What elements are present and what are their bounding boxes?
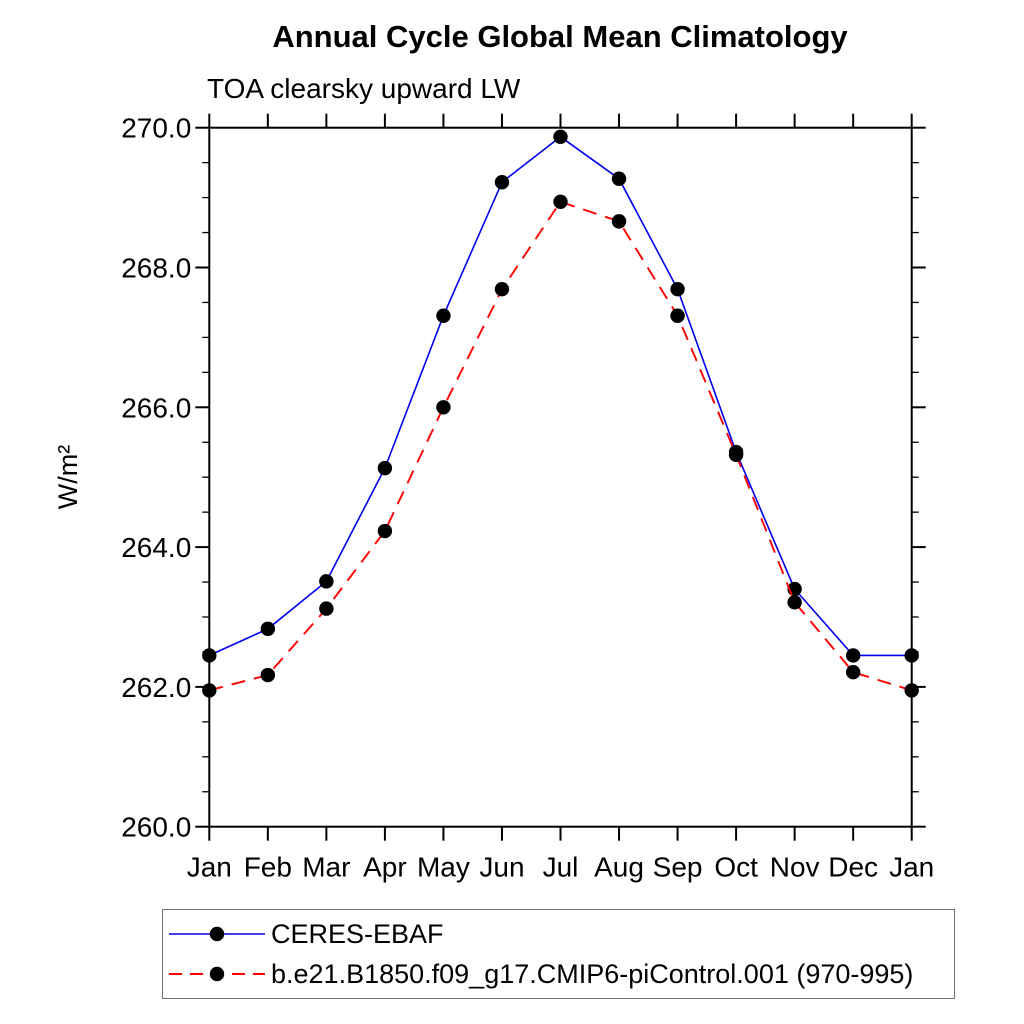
data-point bbox=[260, 621, 276, 637]
data-point bbox=[611, 214, 627, 229]
data-point bbox=[845, 648, 861, 663]
series-line-1 bbox=[209, 200, 912, 692]
x-tick-label: Feb bbox=[244, 852, 292, 883]
legend-item: CERES-EBAF bbox=[163, 914, 954, 954]
x-tick-label: Apr bbox=[363, 852, 407, 883]
data-point bbox=[319, 601, 334, 616]
legend-label: b.e21.B1850.f09_g17.CMIP6-piControl.001 … bbox=[271, 958, 914, 989]
x-tick-label: Jan bbox=[187, 852, 232, 883]
data-point bbox=[436, 400, 451, 415]
data-point bbox=[319, 574, 334, 589]
y-tick-label: 262.0 bbox=[121, 672, 191, 703]
y-tick-label: 268.0 bbox=[121, 253, 191, 284]
data-point bbox=[611, 171, 627, 186]
plot-layer: 260.0 262.0 264.0 266.0 268.0 270.0 Jan Feb Mar A… bbox=[121, 113, 934, 883]
y-tick-label: 270.0 bbox=[121, 113, 191, 144]
y-tick-label: 266.0 bbox=[121, 392, 191, 423]
data-point bbox=[553, 194, 568, 209]
x-tick-label: Oct bbox=[714, 852, 758, 883]
data-point bbox=[260, 667, 276, 683]
plot-frame bbox=[208, 126, 913, 828]
data-point bbox=[377, 523, 393, 539]
y-tick-label: 260.0 bbox=[121, 812, 191, 843]
data-point bbox=[904, 648, 919, 663]
x-tick-label: Mar bbox=[302, 852, 350, 883]
data-point bbox=[377, 460, 393, 476]
legend-marker-dot bbox=[209, 926, 225, 942]
data-point bbox=[494, 175, 510, 190]
x-tick-label: Jul bbox=[543, 852, 579, 883]
data-point bbox=[553, 129, 568, 144]
data-point bbox=[202, 648, 217, 663]
legend-label: CERES-EBAF bbox=[271, 918, 444, 949]
legend: CERES-EBAF b.e21.B1850.f09_g17.CMIP6-piCo… bbox=[162, 909, 955, 999]
data-point bbox=[904, 683, 919, 698]
y-axis-label: W/m² bbox=[53, 445, 83, 509]
y-tick-label: 264.0 bbox=[121, 532, 191, 563]
x-tick-label: Sep bbox=[653, 852, 703, 883]
data-point bbox=[436, 308, 451, 323]
x-tick-label: Jan bbox=[889, 852, 934, 883]
x-tick-label: Dec bbox=[828, 852, 878, 883]
x-tick-label: Jun bbox=[479, 852, 524, 883]
data-point bbox=[202, 683, 217, 698]
data-point bbox=[670, 308, 685, 323]
chart-title: Annual Cycle Global Mean Climatology bbox=[272, 19, 848, 54]
data-point bbox=[670, 281, 685, 297]
legend-sample-dashed-line bbox=[169, 966, 265, 982]
x-tick-label: Nov bbox=[770, 852, 820, 883]
data-point bbox=[494, 281, 510, 297]
legend-marker-dot bbox=[209, 966, 225, 982]
x-tick-label: May bbox=[417, 852, 470, 883]
data-point bbox=[845, 665, 861, 680]
series-line-0 bbox=[208, 135, 912, 657]
legend-item: b.e21.B1850.f09_g17.CMIP6-piControl.001 … bbox=[163, 954, 954, 994]
chart-subtitle: TOA clearsky upward LW bbox=[207, 73, 521, 104]
data-point bbox=[787, 595, 802, 610]
data-point bbox=[728, 447, 744, 463]
legend-sample-solid-line bbox=[169, 926, 265, 942]
x-tick-label: Aug bbox=[594, 852, 644, 883]
